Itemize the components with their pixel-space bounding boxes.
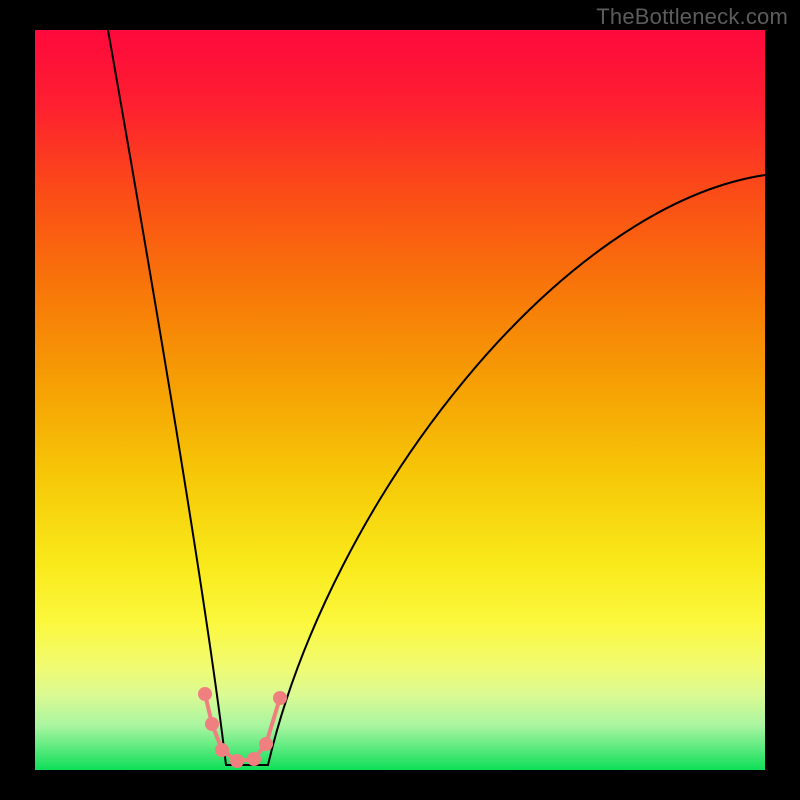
- marker-dot: [198, 687, 212, 701]
- marker-dot: [205, 717, 219, 731]
- marker-dot: [273, 691, 287, 705]
- watermark-text: TheBottleneck.com: [596, 4, 788, 30]
- chart-container: TheBottleneck.com: [0, 0, 800, 800]
- marker-dot: [215, 743, 229, 757]
- bottleneck-chart: [0, 0, 800, 800]
- marker-dot: [247, 752, 261, 766]
- chart-gradient-bg: [35, 30, 765, 770]
- marker-dot: [259, 737, 273, 751]
- marker-dot: [230, 754, 244, 768]
